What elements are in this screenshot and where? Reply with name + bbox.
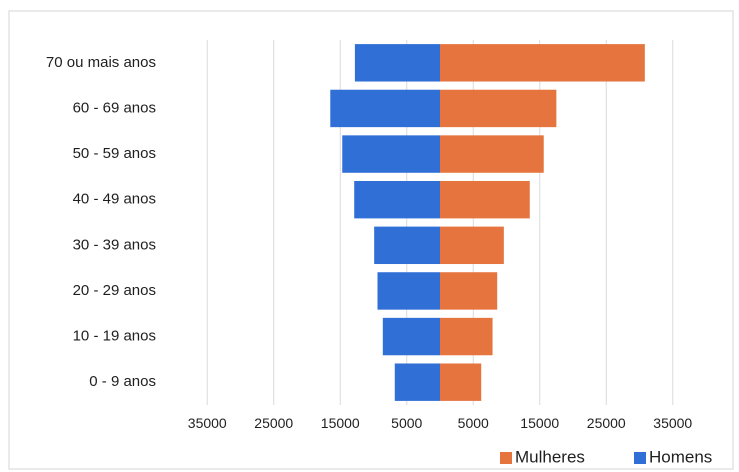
bar-homens-2	[342, 135, 440, 173]
bar-mulheres-2	[440, 135, 544, 173]
bar-homens-5	[377, 272, 440, 310]
x-tick-label: 5000	[391, 415, 422, 431]
bar-homens-7	[394, 363, 440, 401]
legend-label-mulheres: Mulheres	[515, 447, 585, 466]
category-label: 10 - 19 anos	[73, 328, 156, 345]
category-label: 30 - 39 anos	[73, 236, 156, 253]
bar-homens-0	[354, 44, 440, 82]
x-tick-label: 35000	[188, 415, 227, 431]
x-tick-label: 5000	[458, 415, 489, 431]
bar-mulheres-0	[440, 44, 645, 82]
bar-mulheres-7	[440, 363, 482, 401]
x-tick-label: 35000	[653, 415, 692, 431]
x-tick-label: 15000	[520, 415, 559, 431]
bars	[330, 44, 645, 401]
bar-mulheres-1	[440, 89, 557, 128]
x-tick-label: 15000	[321, 415, 360, 431]
legend-label-homens: Homens	[649, 447, 712, 466]
x-tick-label: 25000	[587, 415, 626, 431]
x-axis-tick-labels: 35000 25000 15000 5000 5000 15000 25000 35000	[188, 415, 693, 431]
legend-swatch-mulheres	[500, 452, 512, 464]
bar-homens-1	[330, 89, 440, 128]
chart-frame	[8, 10, 734, 470]
category-label: 70 ou mais anos	[46, 54, 156, 71]
category-label: 60 - 69 anos	[73, 99, 156, 116]
bar-homens-4	[374, 226, 440, 265]
bar-mulheres-6	[440, 317, 493, 356]
category-label: 0 - 9 anos	[89, 373, 156, 390]
bar-mulheres-3	[440, 180, 530, 219]
bar-homens-3	[354, 180, 440, 219]
category-labels: 70 ou mais anos 60 - 69 anos 50 - 59 anos 4…	[46, 54, 156, 390]
category-label: 50 - 59 anos	[73, 145, 156, 162]
category-label: 20 - 29 anos	[73, 282, 156, 299]
bar-mulheres-5	[440, 272, 498, 310]
bar-homens-6	[382, 317, 440, 356]
category-label: 40 - 49 anos	[73, 191, 156, 208]
bar-mulheres-4	[440, 226, 504, 265]
x-tick-label: 25000	[254, 415, 293, 431]
legend: Mulheres Homens	[500, 447, 712, 466]
legend-swatch-homens	[634, 452, 646, 464]
